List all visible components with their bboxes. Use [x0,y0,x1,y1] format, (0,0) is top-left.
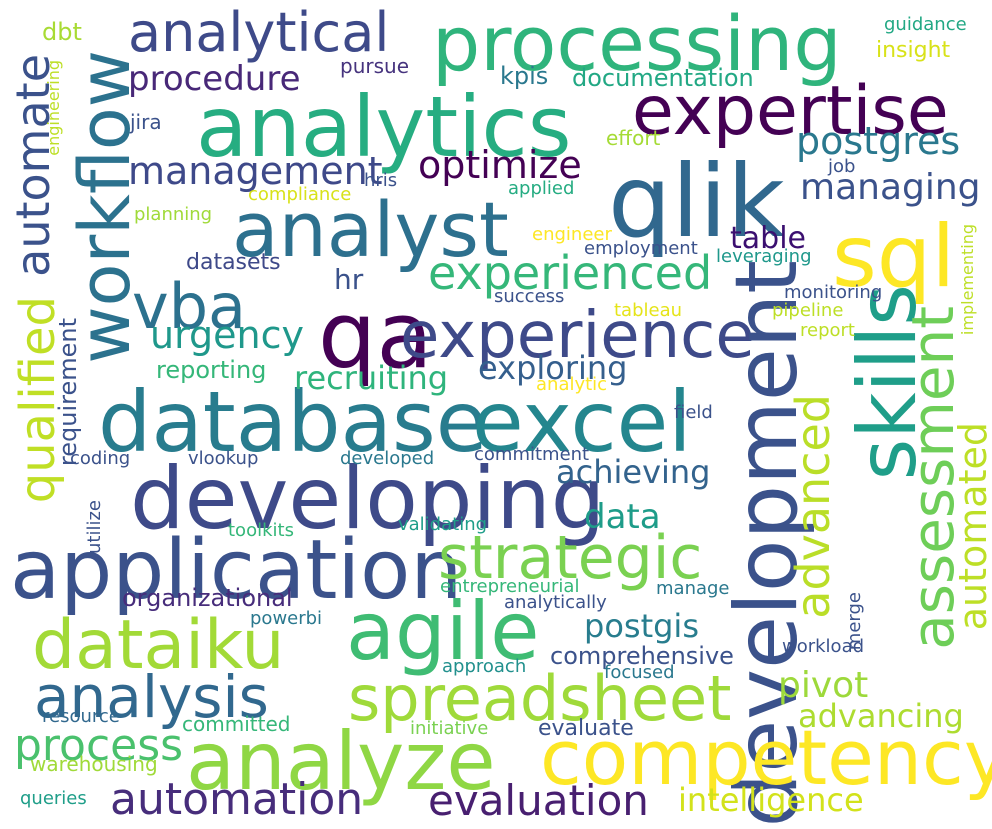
word-analysis: analysis [34,663,269,731]
word-toolkits: toolkits [228,520,294,541]
word-committed: committed [182,712,291,736]
word-hr: hr [334,263,364,296]
word-guidance: guidance [884,14,967,35]
word-processing: processing [432,0,842,88]
word-focused: focused [604,662,675,683]
word-planning: planning [134,204,213,225]
word-advanced: advanced [786,394,840,619]
word-analytical: analytical [128,1,390,64]
word-postgres: postgres [796,119,961,163]
word-database: database [98,373,488,471]
word-experienced: experienced [428,246,713,300]
word-success: success [494,286,565,307]
word-coding: coding [70,448,131,469]
word-achieving: achieving [556,453,711,491]
word-resource: resource [42,706,120,727]
word-vlookup: vlookup [188,448,259,469]
word-process: process [14,720,184,771]
word-leveraging: leveraging [716,246,812,267]
word-vba: vba [132,270,247,343]
word-pipeline: pipeline [772,300,844,321]
word-procedure: procedure [128,59,301,99]
word-dataiku: dataiku [32,606,285,685]
word-strategic: strategic [438,523,703,593]
word-analytic: analytic [536,374,608,395]
word-developed: developed [340,448,435,469]
word-employment: employment [584,238,698,259]
word-requirement: requirement [54,318,82,467]
word-field: field [674,402,713,423]
word-approach: approach [442,656,527,677]
word-advancing: advancing [798,697,964,735]
word-excel: excel [472,373,692,471]
word-report: report [800,320,855,341]
word-comprehensive: comprehensive [550,642,734,670]
word-monitoring: monitoring [784,282,883,303]
word-organizational: organizational [122,584,293,612]
word-application: application [10,523,463,618]
word-initiative: initiative [410,718,489,739]
word-managing: managing [800,167,981,208]
word-engineering: engineering [44,60,63,156]
word-urgency: urgency [150,313,305,357]
word-exploring: exploring [478,349,628,387]
word-automation: automation [110,774,364,825]
word-automated: automated [951,422,992,631]
word-powerbi: powerbi [250,608,323,629]
word-experience: experience [400,299,755,373]
word-insight: insight [876,38,951,63]
word-engineer: engineer [532,224,612,245]
word-recruiting: recruiting [294,359,449,397]
word-pivot: pivot [778,665,869,706]
word-analytics: analytics [196,78,572,176]
word-workload: workload [782,636,865,657]
word-data: data [584,497,661,537]
word-tableau: tableau [614,300,683,321]
word-sql: sql [832,207,956,307]
word-analyze: analyze [186,715,496,808]
word-applied: applied [508,178,575,199]
word-analyst: analyst [232,185,509,274]
word-jira: jira [130,110,162,134]
word-evaluate: evaluate [538,716,634,741]
word-commitment: commitment [474,444,590,465]
word-implementing: implementing [958,224,977,336]
word-table: table [730,221,806,256]
word-warehousing: warehousing [30,752,158,776]
word-analytically: analytically [504,592,607,613]
word-validating: validating [398,514,488,535]
word-optimize: optimize [418,143,582,187]
word-queries: queries [20,788,87,809]
word-expertise: expertise [632,72,949,151]
word-entrepreneurial: entrepreneurial [440,576,580,597]
word-pursue: pursue [340,54,409,78]
word-reporting: reporting [156,356,267,384]
word-dbt: dbt [42,18,82,46]
word-qa: qa [318,282,433,389]
word-evaluation: evaluation [428,776,649,825]
word-competency: competency [540,713,992,802]
word-management: management [128,149,383,193]
word-job: job [828,156,856,177]
word-hris: hris [364,170,398,191]
word-effort: effort [606,126,661,150]
word-manage: manage [656,578,730,599]
word-spreadsheet: spreadsheet [348,662,732,735]
word-qlik: qlik [608,143,785,260]
word-postgis: postgis [584,607,699,645]
word-utilize: utilize [84,500,105,554]
word-documentation: documentation [572,64,754,92]
word-compliance: compliance [248,184,352,205]
word-agile: agile [346,585,540,678]
word-developing: developing [130,449,606,549]
word-datasets: datasets [186,250,281,275]
word-intelligence: intelligence [678,781,864,819]
word-kpis: kpis [500,62,549,90]
